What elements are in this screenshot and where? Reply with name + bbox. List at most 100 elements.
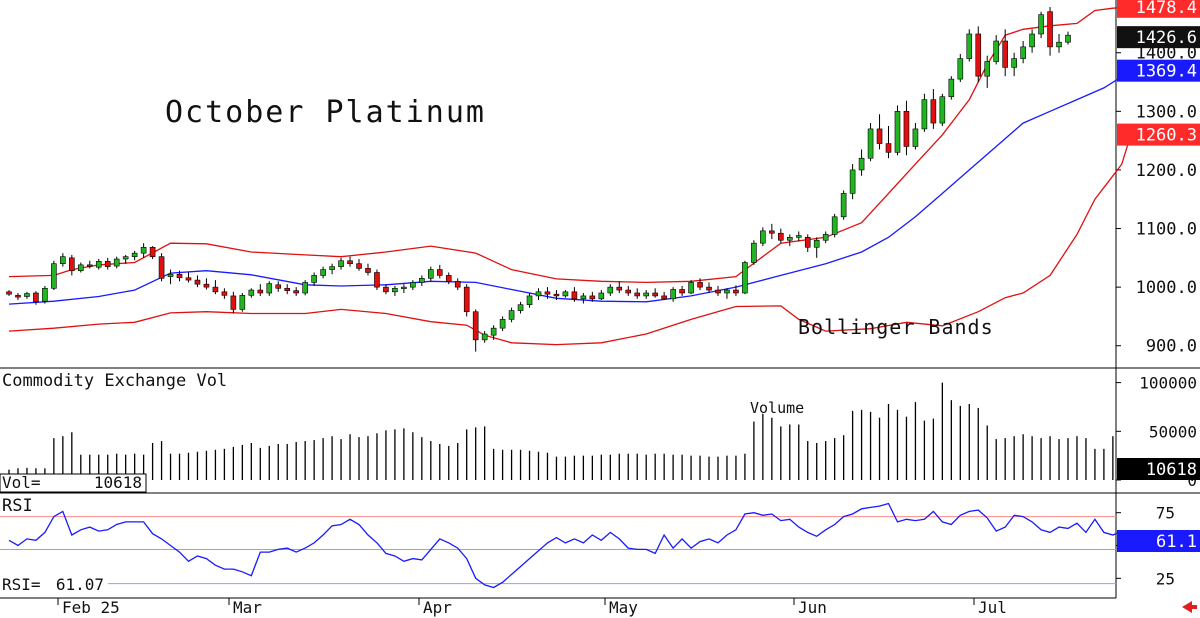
candle-body bbox=[77, 264, 84, 272]
candle-body bbox=[733, 289, 739, 294]
candle bbox=[383, 284, 389, 295]
candle-body bbox=[454, 280, 461, 288]
candle-body bbox=[122, 256, 129, 260]
candle bbox=[15, 292, 21, 301]
candle-body bbox=[1029, 33, 1035, 48]
candle bbox=[104, 257, 111, 270]
candle bbox=[894, 105, 901, 156]
candle bbox=[42, 285, 48, 304]
candle-body bbox=[661, 295, 667, 300]
candle-body bbox=[598, 292, 605, 300]
candle-body bbox=[42, 288, 48, 302]
bollinger-bands-label: Bollinger Bands bbox=[798, 315, 994, 339]
price-value-label: 1478.4 bbox=[1136, 0, 1197, 18]
volume-readout-label: Vol= bbox=[2, 473, 41, 492]
candle-body bbox=[51, 263, 57, 289]
price-value-box bbox=[1117, 0, 1200, 18]
candle bbox=[679, 285, 685, 296]
candle-body bbox=[634, 292, 641, 297]
candle-body bbox=[849, 169, 856, 194]
volume-panel: Commodity Exchange Vol Volume 0 50000 1000… bbox=[0, 371, 1200, 493]
candle bbox=[481, 331, 488, 343]
candle-body bbox=[571, 291, 578, 300]
candle-body bbox=[194, 279, 201, 285]
price-tick-label: 1200.0 bbox=[1136, 161, 1197, 181]
candle-body bbox=[15, 295, 21, 298]
candle bbox=[553, 290, 560, 301]
candle bbox=[571, 287, 578, 302]
candle-body bbox=[535, 291, 542, 297]
candle bbox=[715, 285, 721, 296]
candle bbox=[158, 253, 165, 282]
candle bbox=[472, 309, 479, 352]
candle bbox=[356, 259, 362, 271]
candle bbox=[975, 26, 982, 83]
candle-body bbox=[553, 293, 560, 297]
candle-body bbox=[490, 327, 497, 336]
candle bbox=[410, 280, 416, 291]
x-tick-label: May bbox=[609, 598, 638, 617]
candle-body bbox=[230, 295, 237, 310]
volume-panel-title: Commodity Exchange Vol bbox=[2, 371, 227, 391]
candle bbox=[1020, 41, 1026, 64]
volume-axis: 0 50000 100000 bbox=[1116, 374, 1197, 490]
candle bbox=[508, 307, 515, 323]
candle-body bbox=[867, 128, 874, 159]
candle-body bbox=[580, 295, 587, 300]
candle-body bbox=[508, 310, 515, 320]
candle bbox=[778, 228, 784, 244]
candle-body bbox=[822, 234, 829, 241]
candle-body bbox=[589, 295, 596, 300]
candle bbox=[347, 256, 353, 267]
candle bbox=[517, 301, 524, 314]
candle bbox=[598, 290, 605, 301]
candle-body bbox=[445, 275, 452, 282]
price-value-box bbox=[1117, 123, 1200, 146]
candle bbox=[302, 280, 308, 296]
candle-body bbox=[742, 262, 748, 294]
candle-body bbox=[903, 111, 910, 147]
candle-body bbox=[33, 292, 39, 303]
price-value-box bbox=[1117, 26, 1200, 49]
candle bbox=[1011, 52, 1017, 77]
candle-body bbox=[688, 282, 694, 294]
candle bbox=[813, 237, 820, 258]
candle-body bbox=[957, 58, 964, 80]
candle bbox=[957, 53, 964, 83]
rsi-tick-label: 75 bbox=[1156, 504, 1175, 523]
candle bbox=[751, 240, 757, 265]
candle-body bbox=[401, 286, 407, 289]
scroll-left-arrow-icon[interactable] bbox=[1182, 601, 1197, 613]
candle bbox=[248, 288, 255, 298]
candle-body bbox=[706, 286, 712, 291]
candle-body bbox=[410, 282, 416, 288]
candle-body bbox=[383, 286, 389, 293]
candle bbox=[392, 285, 398, 296]
candle bbox=[401, 284, 407, 293]
candle bbox=[733, 285, 739, 296]
candle-body bbox=[894, 111, 901, 153]
candle-body bbox=[769, 230, 775, 234]
bollinger-upper-band bbox=[8, 6, 1131, 284]
candle-body bbox=[1011, 58, 1017, 68]
candle-body bbox=[912, 128, 919, 147]
candle bbox=[77, 262, 84, 273]
candlesticks bbox=[6, 7, 1071, 352]
candle-body bbox=[499, 319, 506, 329]
candle bbox=[760, 227, 766, 247]
candle-body bbox=[921, 99, 928, 130]
candle bbox=[706, 282, 712, 293]
candle-body bbox=[1065, 34, 1071, 43]
candle bbox=[24, 291, 30, 299]
x-tick-label: Feb 25 bbox=[62, 598, 120, 617]
candle bbox=[149, 246, 156, 260]
candle bbox=[688, 280, 694, 295]
candle bbox=[374, 269, 380, 291]
candle bbox=[1038, 11, 1044, 39]
candle bbox=[867, 123, 874, 162]
rsi-panel-title: RSI bbox=[2, 496, 33, 516]
candle-body bbox=[436, 269, 443, 276]
candle bbox=[194, 275, 201, 288]
candle bbox=[840, 190, 847, 220]
